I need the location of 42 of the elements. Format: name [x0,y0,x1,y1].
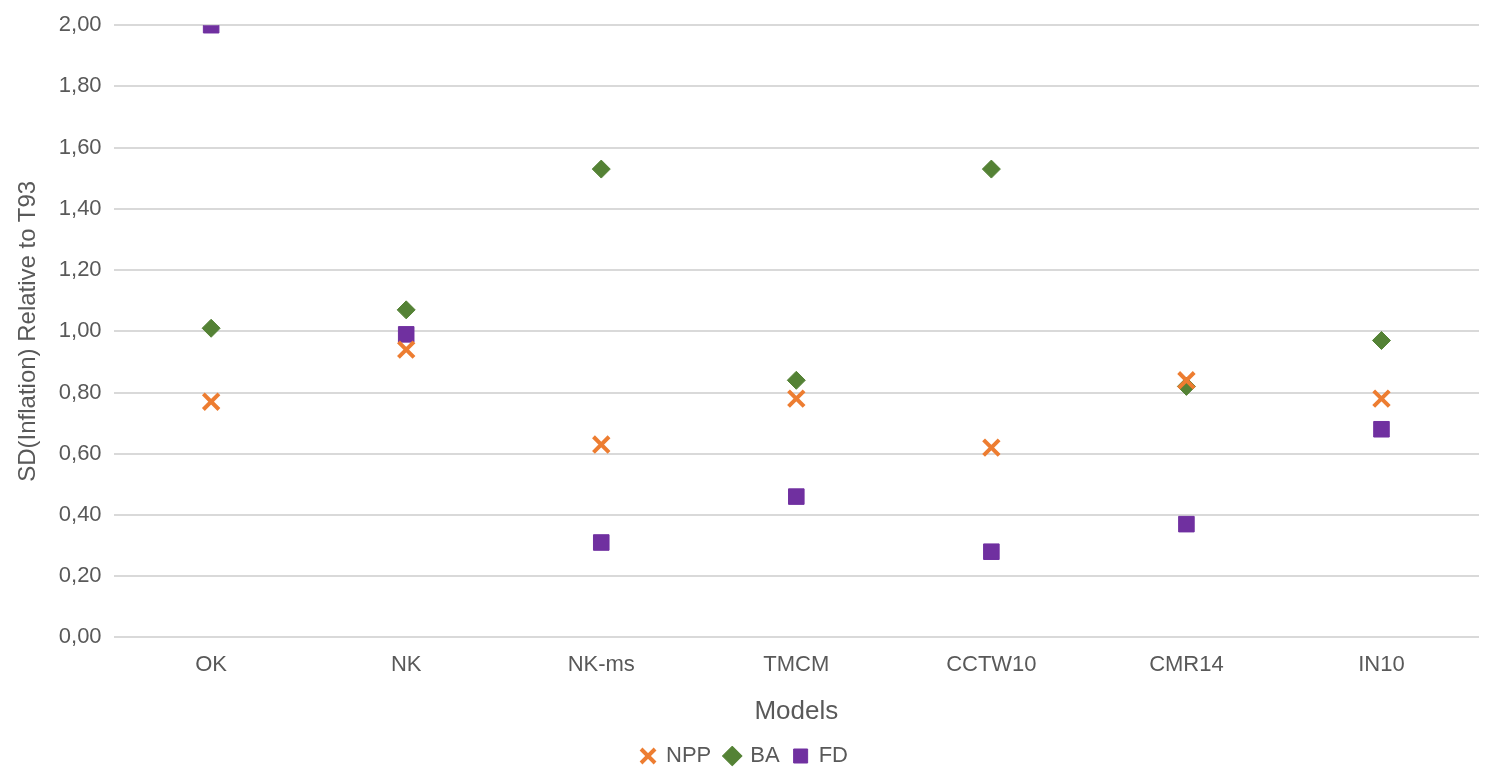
point [397,326,415,343]
point [201,391,221,412]
x-tick-label: NK-ms [567,650,635,676]
x-tick-label: NK [390,650,422,676]
point [786,370,806,390]
y-tick-label: 0,20 [58,562,102,588]
x-tick-label: CMR14 [1149,650,1224,676]
point [201,318,221,338]
point [592,534,610,551]
y-tick-label: 1,20 [58,256,102,282]
point [786,388,807,409]
point [1176,370,1197,391]
y-axis-title: SD(Inflation) Relative to T93 [13,180,41,482]
legend-label: BA [750,742,780,768]
x-tick-label: OK [195,650,228,676]
x-tick-label: TMCM [763,650,830,676]
y-tick-label: 1,60 [58,133,102,159]
point [983,543,1000,560]
point [1373,420,1390,438]
point [591,159,611,179]
point [981,437,1002,458]
y-tick-label: 1,40 [58,194,102,220]
point [591,434,612,455]
y-tick-label: 0,00 [58,623,102,649]
y-tick-label: 0,80 [58,378,102,404]
point [981,159,1001,179]
y-tick-label: 0,40 [58,501,102,527]
x-tick-label: IN10 [1358,650,1405,676]
point [396,300,416,320]
x-tick-label: CCTW10 [946,650,1037,676]
x-axis-title: Models [754,694,839,725]
y-tick-label: 1,80 [58,72,102,98]
legend-label: NPP [666,742,712,768]
point [788,488,805,505]
y-tick-label: 2,00 [58,11,102,37]
point [1371,388,1392,409]
point [396,339,416,360]
legend-label: FD [818,742,848,768]
y-tick-label: 1,00 [58,317,102,343]
point [1371,330,1391,350]
point [1178,515,1195,533]
y-tick-label: 0,60 [58,439,102,465]
